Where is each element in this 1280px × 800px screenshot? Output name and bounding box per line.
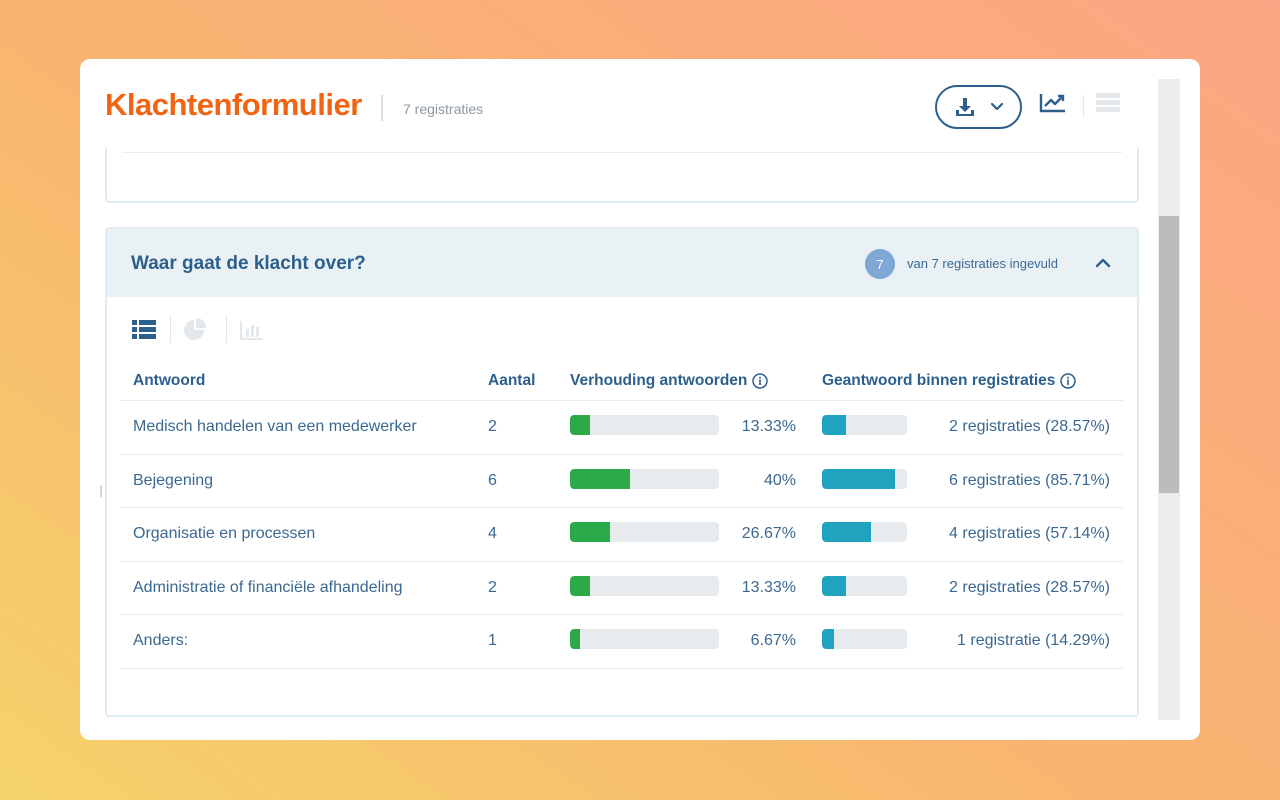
- header-ratio-label: Verhouding antwoorden: [570, 372, 748, 389]
- ratio-bar-fill: [570, 522, 610, 542]
- ratio-bar: [570, 575, 719, 596]
- answer-text: Medisch handelen van een medewerker: [133, 418, 417, 435]
- answer-text: Organisatie en processen: [133, 525, 316, 542]
- ratio-bar: [570, 522, 719, 542]
- answered-bar-fill: [822, 415, 847, 435]
- ratio-bar-fill: [570, 415, 590, 435]
- answer-text: Anders:: [133, 632, 189, 649]
- answer-count: 6: [488, 471, 497, 489]
- answered-bar: [822, 575, 907, 596]
- question-section: Waar gaat de klacht over? 7 van 7 regist…: [105, 227, 1139, 717]
- answered-bar-fill: [822, 522, 871, 542]
- answered-bar-fill: [822, 468, 895, 489]
- header-answer: Antwoord: [133, 372, 206, 389]
- ratio-bar-fill: [570, 575, 590, 596]
- filled-count-badge: 7: [865, 249, 895, 279]
- answer-count: 2: [488, 418, 497, 435]
- previous-question-card: [105, 147, 1139, 203]
- ratio-percentage: 13.33%: [741, 578, 796, 596]
- header-answered-label: Geantwoord binnen registraties: [822, 372, 1056, 389]
- resize-handle[interactable]: [100, 485, 102, 497]
- ratio-bar: [570, 468, 719, 489]
- chevron-up-icon[interactable]: [1093, 253, 1113, 273]
- answered-text: 1 registratie (14.29%): [957, 632, 1110, 649]
- answer-count: 4: [488, 525, 497, 542]
- question-header[interactable]: Waar gaat de klacht over? 7 van 7 regist…: [107, 229, 1137, 297]
- ratio-bar: [570, 629, 719, 649]
- ratio-bar: [570, 415, 719, 435]
- chevron-down-icon: [990, 102, 1003, 111]
- toggle-divider: [170, 315, 171, 343]
- info-icon[interactable]: [1060, 373, 1077, 389]
- table-row: Medisch handelen van een medewerker 2 13.3…: [120, 401, 1124, 455]
- answer-count: 1: [488, 632, 497, 649]
- answered-text: 2 registraties (28.57%): [949, 578, 1110, 596]
- toggle-divider: [226, 315, 227, 343]
- answered-bar: [822, 468, 907, 489]
- download-button[interactable]: [935, 85, 1022, 129]
- answered-bar-fill: [822, 575, 847, 596]
- info-icon[interactable]: [752, 373, 769, 389]
- answers-table: Antwoord Aantal Verhouding antwoorden Ge…: [120, 361, 1124, 669]
- table-row: Organisatie en processen 4 26.67% 4 registr…: [120, 508, 1124, 562]
- pie-chart-icon[interactable]: [181, 315, 209, 343]
- page-title: Klachtenformulier: [105, 87, 362, 122]
- scrollbar[interactable]: [1158, 79, 1180, 720]
- ratio-percentage: 40%: [763, 471, 796, 489]
- answered-text: 4 registraties (57.14%): [949, 525, 1110, 542]
- ratio-percentage: 6.67%: [750, 632, 796, 649]
- answer-text: Bejegening: [133, 471, 214, 489]
- answered-text: 6 registraties (85.71%): [949, 471, 1110, 489]
- registrations-count: 7 registraties: [403, 101, 484, 117]
- ratio-bar-fill: [570, 468, 630, 489]
- ratio-percentage: 13.33%: [741, 418, 796, 435]
- answer-text: Administratie of financiële afhandeling: [133, 578, 403, 596]
- app-window: Klachtenformulier 7 registraties: [80, 59, 1200, 740]
- answered-bar: [822, 415, 907, 435]
- answered-bar: [822, 629, 907, 649]
- table-row: Anders: 1 6.67% 1 registratie (14.29%): [120, 615, 1124, 669]
- answer-count: 2: [488, 578, 497, 596]
- scrollbar-thumb[interactable]: [1159, 216, 1179, 493]
- page-header: Klachtenformulier 7 registraties: [80, 59, 1158, 151]
- answered-bar: [822, 522, 907, 542]
- answered-text: 2 registraties (28.57%): [949, 418, 1110, 435]
- table-row: Administratie of financiële afhandeling 2…: [120, 562, 1124, 615]
- table-body: Medisch handelen van een medewerker 2 13.3…: [120, 401, 1124, 669]
- question-title: Waar gaat de klacht over?: [131, 253, 366, 274]
- title-divider: [381, 95, 383, 121]
- table-row: Bejegening 6 40% 6 registraties (85.71%): [120, 455, 1124, 508]
- table-grid-icon[interactable]: [1095, 91, 1121, 115]
- divider: [122, 152, 1122, 153]
- header-ratio: Verhouding antwoorden: [570, 372, 769, 390]
- list-view-icon[interactable]: [131, 315, 157, 343]
- bar-chart-icon[interactable]: [239, 315, 265, 343]
- filled-count-text: van 7 registraties ingevuld: [907, 256, 1059, 271]
- ratio-percentage: 26.67%: [741, 525, 796, 542]
- header-count: Aantal: [488, 372, 536, 389]
- table-header: Antwoord Aantal Verhouding antwoorden Ge…: [120, 361, 1124, 401]
- answered-bar-fill: [822, 629, 835, 649]
- header-divider: [1083, 95, 1084, 117]
- line-chart-icon[interactable]: [1038, 91, 1068, 115]
- ratio-bar-fill: [570, 629, 580, 649]
- download-icon: [955, 98, 974, 116]
- header-answered: Geantwoord binnen registraties: [822, 372, 1077, 390]
